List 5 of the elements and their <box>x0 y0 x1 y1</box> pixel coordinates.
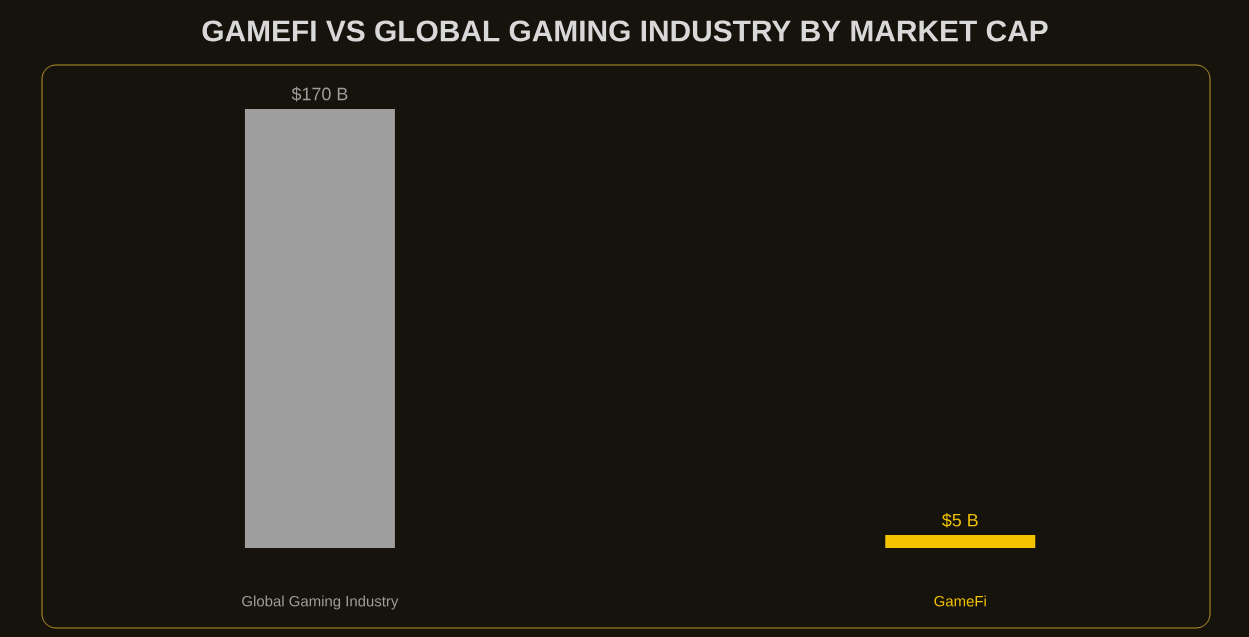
x-tick-label: Global Gaming Industry <box>242 595 399 610</box>
data-label: $170 B <box>291 86 348 102</box>
x-tick-label: GameFi <box>934 595 986 607</box>
data-label: $5 B <box>942 513 978 528</box>
chart-title: GAMEFI VS GLOBAL GAMING INDUSTRY BY MARKET CAP <box>202 20 1048 42</box>
